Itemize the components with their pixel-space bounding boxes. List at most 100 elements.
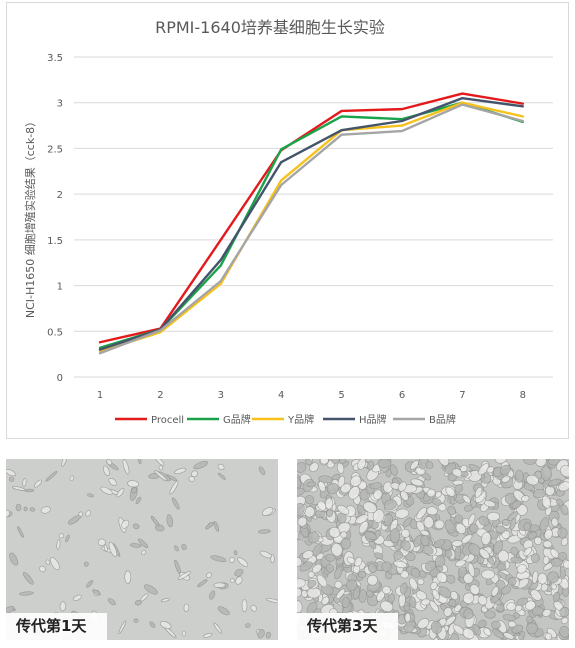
cell-shape (550, 583, 557, 590)
cell-shape (454, 604, 462, 613)
cell-shape (181, 630, 187, 637)
cell-shape (542, 608, 552, 617)
cell-shape (506, 602, 517, 611)
cell-shape (382, 539, 394, 548)
cell-shape (23, 506, 28, 512)
cell-shape (131, 487, 138, 494)
cell-shape (454, 484, 464, 493)
y-tick-label-2: 1 (57, 282, 63, 293)
cell-shape (12, 486, 26, 491)
cell-shape (367, 563, 377, 573)
cell-shape (559, 465, 569, 478)
cell-shape (357, 459, 367, 470)
cell-shape (531, 606, 544, 616)
cell-shape (45, 470, 58, 482)
cell-shape (455, 559, 466, 567)
cell-shape (401, 528, 410, 538)
cell-shape (307, 571, 315, 578)
cell-shape (67, 515, 81, 525)
cell-shape (304, 459, 313, 466)
cell-shape (539, 517, 549, 532)
cell-shape (158, 465, 164, 471)
cell-shape (130, 543, 142, 548)
cell-shape (514, 469, 524, 483)
y-tick-label-6: 3 (57, 99, 63, 110)
cell-shape (511, 624, 524, 634)
cell-shape (61, 459, 68, 467)
cell-shape (209, 590, 216, 600)
cell-shape (159, 621, 172, 629)
cell-shape (65, 534, 70, 543)
cell-shape (312, 544, 323, 557)
cell-shape (149, 621, 156, 628)
cell-shape (501, 530, 511, 539)
cell-shape (369, 482, 382, 490)
cell-shape (395, 508, 410, 519)
cell-shape (213, 520, 220, 532)
cell-shape (393, 550, 403, 561)
cell-shape (486, 466, 495, 474)
cell-shape (229, 557, 235, 563)
cell-shape (393, 560, 408, 569)
cell-shape (523, 522, 531, 532)
cell-shape (217, 463, 225, 471)
cell-shape (548, 459, 560, 466)
x-tick-label-3: 4 (278, 390, 284, 401)
cell-shape (6, 509, 11, 518)
cell-shape (346, 556, 356, 565)
cell-shape (206, 572, 212, 579)
cell-shape (542, 540, 553, 548)
cell-shape (241, 599, 248, 613)
cell-shape (297, 557, 303, 567)
cell-shape (410, 478, 424, 487)
series-line-2 (98, 101, 524, 353)
y-tick-label-5: 2.5 (47, 144, 63, 155)
cell-image-day-3 (297, 459, 569, 640)
legend-label-4: B品牌 (429, 413, 456, 426)
cell-shape (320, 459, 329, 465)
y-tick-label-7: 3.5 (47, 53, 63, 64)
cell-shape (299, 561, 313, 572)
cell-shape (385, 469, 392, 478)
cell-shape (203, 632, 213, 638)
cell-shape (183, 603, 190, 612)
cell-shape (523, 546, 533, 557)
cell-shape (511, 500, 522, 509)
cell-shape (122, 459, 130, 475)
cell-shape (493, 540, 504, 555)
cell-shape (341, 597, 350, 608)
cell-shape (265, 631, 271, 639)
cell-shape (426, 488, 436, 498)
cell-shape (366, 590, 374, 598)
series-line-4 (98, 103, 524, 355)
cell-shape (423, 516, 434, 529)
cell-shape (487, 511, 500, 522)
cell-shape (431, 497, 442, 506)
cell-shape (326, 508, 334, 518)
cell-shape (430, 581, 438, 590)
cell-shape (559, 606, 569, 618)
cell-shape (56, 539, 61, 550)
cell-shape (367, 460, 375, 471)
x-tick-label-7: 8 (520, 390, 526, 401)
cell-shape (304, 495, 315, 505)
cell-shape (526, 474, 539, 486)
cell-shape (213, 582, 226, 588)
cell-shape (210, 555, 227, 563)
cell-shape (127, 480, 139, 488)
cell-shape (233, 550, 238, 556)
cell-shape (261, 507, 274, 516)
cell-shape (197, 579, 208, 588)
cell-shape (530, 589, 542, 601)
cell-shape (531, 570, 539, 584)
cell-shape (469, 584, 480, 595)
cell-shape (133, 618, 139, 623)
cell-shape (472, 624, 481, 636)
cell-shape (108, 541, 118, 558)
cell-shape (354, 556, 363, 567)
cell-shape (258, 529, 271, 534)
cell-shape (325, 497, 334, 510)
cell-shape (444, 615, 456, 627)
cell-shape (154, 524, 165, 532)
cell-shape (306, 481, 317, 488)
